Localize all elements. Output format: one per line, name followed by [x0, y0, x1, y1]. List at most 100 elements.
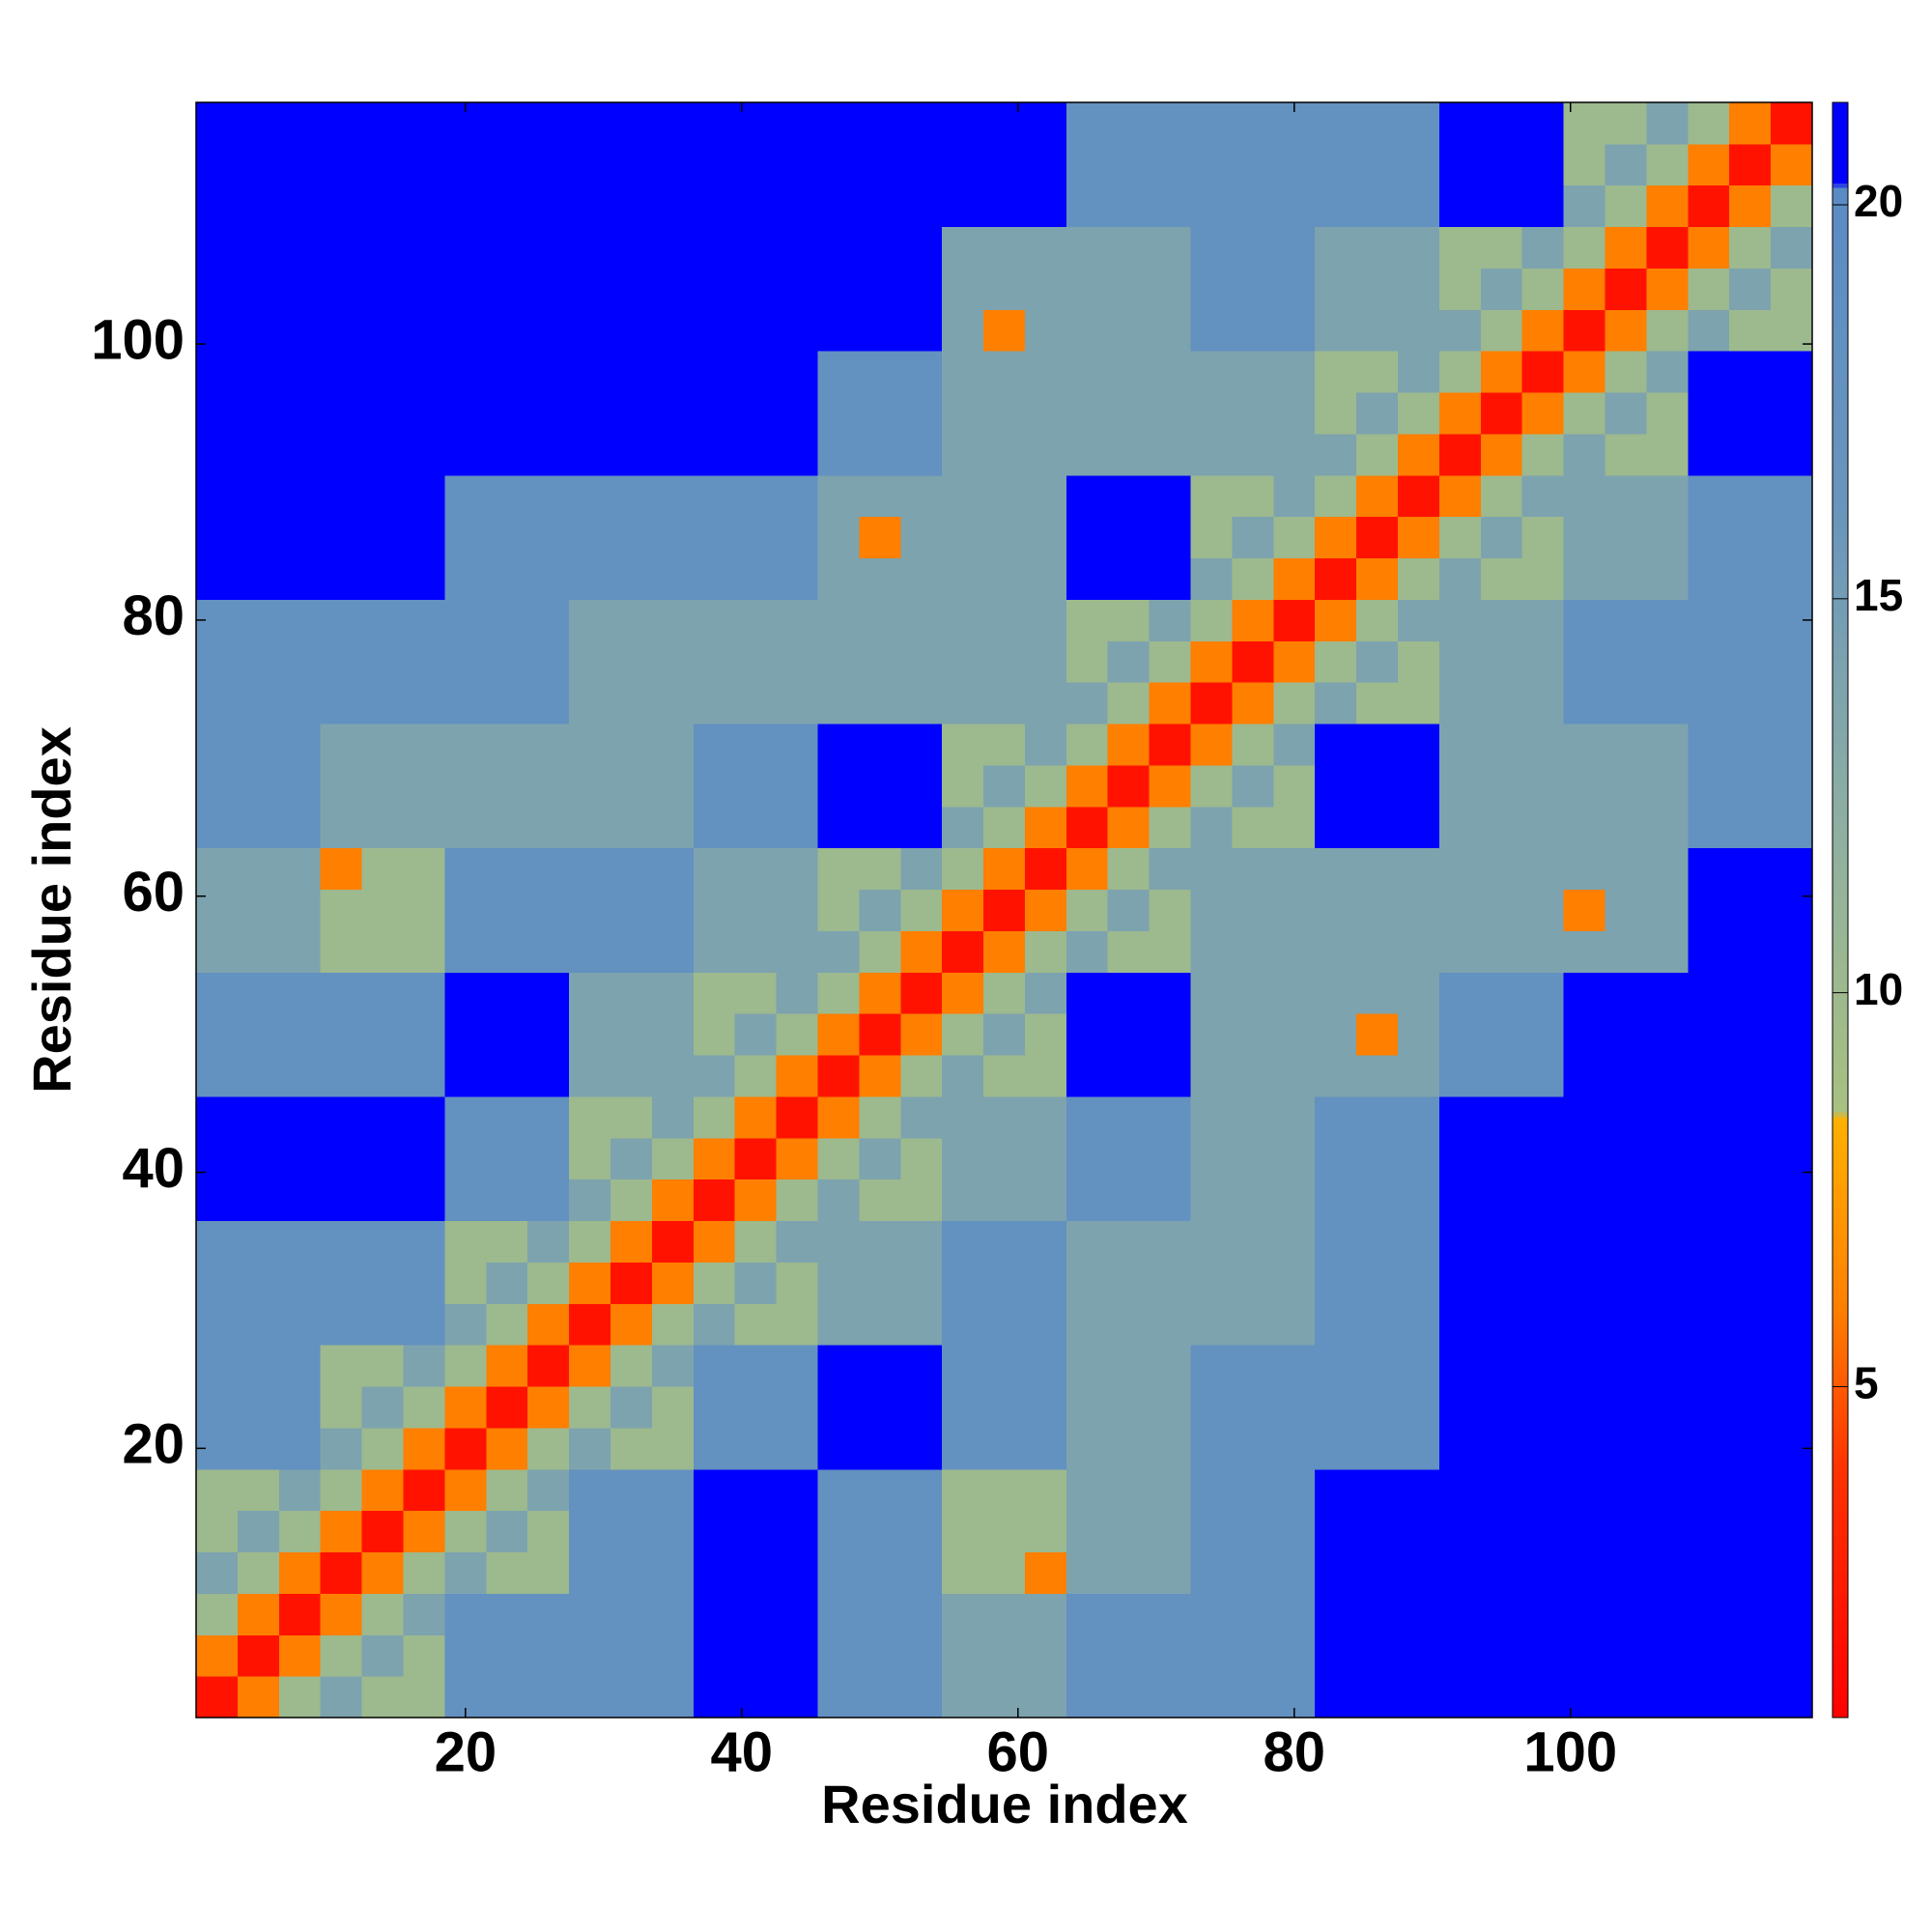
colorbar-segment: [1833, 1442, 1848, 1448]
colorbar-segment: [1833, 522, 1848, 527]
heatmap-cell: [403, 1468, 445, 1512]
colorbar-segment: [1833, 1018, 1848, 1024]
heatmap-cell: [1149, 1427, 1192, 1470]
colorbar-segment: [1833, 449, 1848, 455]
colorbar-segment: [1833, 264, 1848, 269]
heatmap-cell: [1232, 724, 1274, 766]
heatmap-cell: [1190, 806, 1233, 849]
heatmap-cell: [942, 1220, 984, 1263]
heatmap-cell: [278, 309, 322, 352]
heatmap-cell: [1729, 1262, 1772, 1304]
heatmap-cell: [278, 185, 322, 228]
heatmap-cell: [734, 474, 778, 518]
colorbar-segment: [1833, 433, 1848, 439]
heatmap-cell: [1315, 1013, 1357, 1056]
heatmap-cell: [278, 972, 322, 1014]
heatmap-cell: [942, 1095, 984, 1139]
heatmap-cell: [1771, 1262, 1813, 1304]
heatmap-cell: [1563, 599, 1606, 641]
heatmap-cell: [1107, 516, 1151, 559]
heatmap-cell: [1190, 102, 1233, 145]
heatmap-cell: [1646, 1427, 1689, 1470]
heatmap-cell: [817, 268, 860, 310]
colorbar-segment: [1833, 268, 1848, 273]
colorbar-segment: [1833, 1216, 1848, 1222]
heatmap-cell: [1688, 268, 1730, 310]
heatmap-cell: [1149, 1095, 1192, 1139]
heatmap-cell: [1688, 516, 1730, 559]
heatmap-cell: [776, 1179, 818, 1222]
heatmap-cell: [1563, 185, 1606, 228]
heatmap-cell: [942, 889, 984, 931]
heatmap-cell: [693, 1137, 736, 1180]
x-tick-label: 20: [435, 1720, 497, 1783]
heatmap-cell: [486, 102, 528, 145]
heatmap-cell: [776, 806, 818, 849]
colorbar-segment: [1833, 1394, 1848, 1400]
heatmap-cell: [1480, 474, 1523, 518]
heatmap-cell: [1024, 889, 1067, 931]
heatmap-cell: [1024, 764, 1067, 808]
heatmap-cell: [1398, 1055, 1440, 1097]
heatmap-cell: [1605, 682, 1647, 724]
colorbar-segment: [1833, 683, 1848, 689]
heatmap-cell: [1107, 972, 1151, 1014]
heatmap-cell: [983, 309, 1026, 352]
heatmap-cell: [1398, 599, 1440, 641]
heatmap-cell: [693, 557, 736, 600]
heatmap-cell: [1356, 226, 1399, 269]
heatmap-cell: [237, 1427, 280, 1470]
heatmap-cell: [486, 1345, 528, 1387]
heatmap-cell: [776, 392, 818, 435]
colorbar-segment: [1833, 299, 1848, 305]
colorbar-segment: [1833, 675, 1848, 681]
heatmap-cell: [983, 433, 1026, 476]
heatmap-cell: [859, 1593, 901, 1635]
heatmap-cell: [1398, 1137, 1440, 1180]
heatmap-cell: [1398, 226, 1440, 269]
heatmap-cell: [403, 102, 445, 145]
colorbar-segment: [1833, 679, 1848, 685]
heatmap-cell: [1563, 1179, 1606, 1222]
heatmap-cell: [1149, 640, 1192, 683]
heatmap-cell: [1315, 1468, 1357, 1512]
heatmap-cell: [1232, 309, 1274, 352]
heatmap-cell: [1521, 351, 1565, 393]
heatmap-cell: [403, 1427, 445, 1470]
colorbar-segment: [1833, 1329, 1848, 1335]
heatmap-cell: [1438, 1013, 1482, 1056]
heatmap-cell: [1480, 640, 1523, 683]
heatmap-cell: [610, 889, 653, 931]
heatmap-cell: [320, 392, 363, 435]
colorbar-segment: [1833, 801, 1848, 806]
colorbar-segment: [1833, 655, 1848, 661]
heatmap-cell: [486, 309, 528, 352]
heatmap-cell: [1024, 1386, 1067, 1429]
colorbar-segment: [1833, 1277, 1848, 1283]
heatmap-cell: [320, 889, 363, 931]
heatmap-cell: [361, 1303, 404, 1346]
colorbar-segment: [1833, 304, 1848, 309]
heatmap-cell: [486, 143, 528, 186]
heatmap-cell: [859, 1468, 901, 1512]
heatmap-cell: [900, 185, 943, 228]
colorbar-segment: [1833, 777, 1848, 781]
heatmap-cell: [1521, 226, 1565, 269]
heatmap-cell: [1273, 1551, 1316, 1594]
heatmap-cell: [1190, 1676, 1233, 1719]
heatmap-cell: [1480, 392, 1523, 435]
heatmap-cell: [403, 682, 445, 724]
heatmap-cell: [1563, 474, 1606, 518]
heatmap-cell: [1065, 640, 1109, 683]
heatmap-cell: [1190, 1551, 1233, 1594]
heatmap-cell: [1688, 640, 1730, 683]
colorbar-segment: [1833, 360, 1848, 366]
heatmap-cell: [1646, 309, 1689, 352]
heatmap-cell: [776, 972, 818, 1014]
colorbar-segment: [1833, 1402, 1848, 1407]
heatmap-cell: [1605, 433, 1647, 476]
heatmap-cell: [1190, 724, 1233, 766]
heatmap-cell: [859, 1551, 901, 1594]
heatmap-cell: [900, 433, 943, 476]
heatmap-cell: [1729, 1676, 1772, 1719]
